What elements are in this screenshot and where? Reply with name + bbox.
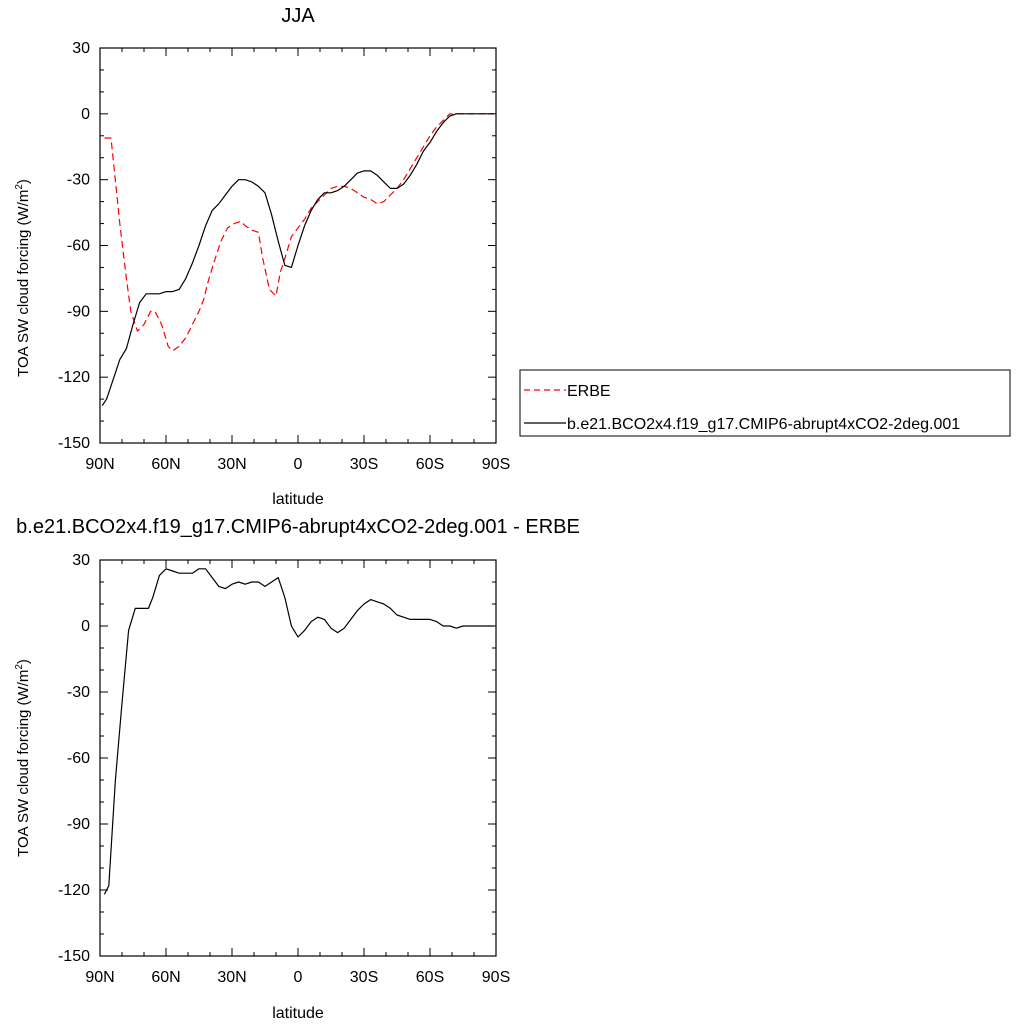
y-tick-label: -30 (67, 684, 90, 701)
series-line-model (101, 113, 494, 407)
panel-bottom-series (103, 568, 494, 895)
y-tick-label: -150 (58, 435, 90, 452)
y-tick-label: -60 (67, 238, 90, 255)
y-tick-label: 30 (72, 552, 90, 569)
panel-bottom-plot-frame (99, 559, 497, 957)
panel-bottom-title: b.e21.BCO2x4.f19_g17.CMIP6-abrupt4xCO2-2… (16, 516, 580, 538)
panel-top-y-axis-label: TOA SW cloud forcing (W/m2) (14, 179, 32, 377)
panel-top-plot-frame (99, 47, 497, 444)
panel-bottom-x-axis-label: latitude (272, 1005, 324, 1022)
panel-bottom-y-axis-label: TOA SW cloud forcing (W/m2) (14, 659, 32, 857)
y-tick-label: 0 (81, 106, 90, 123)
y-tick-label: -90 (67, 816, 90, 833)
series-line-difference (103, 568, 494, 895)
x-tick-label: 90S (482, 456, 510, 473)
x-tick-label: 60S (416, 969, 444, 986)
y-tick-label: -90 (67, 303, 90, 320)
panel-bottom: b.e21.BCO2x4.f19_g17.CMIP6-abrupt4xCO2-2… (14, 516, 580, 1022)
x-tick-label: 90N (85, 456, 114, 473)
series-line-erbe (104, 113, 494, 352)
panel-top-title: JJA (281, 5, 315, 27)
panel-top: JJA TOA SW cloud forcing (W/m2) latitude… (14, 5, 1011, 508)
x-tick-label: 60S (416, 456, 444, 473)
panel-top-series (101, 113, 494, 407)
x-tick-label: 90S (482, 969, 510, 986)
y-tick-label: -30 (67, 172, 90, 189)
panel-top-x-axis-label: latitude (272, 491, 324, 508)
legend-label-erbe: ERBE (567, 383, 611, 400)
x-tick-label: 90N (85, 969, 114, 986)
x-tick-label: 60N (151, 969, 180, 986)
x-tick-label: 60N (151, 456, 180, 473)
y-tick-label: -120 (58, 882, 90, 899)
y-tick-label: -120 (58, 369, 90, 386)
x-tick-label: 30N (217, 969, 246, 986)
x-tick-label: 30N (217, 456, 246, 473)
y-tick-label: 0 (81, 618, 90, 635)
panel-bottom-ticks: 30 0 -30 -60 -90 -120 -150 90N 60N 30N 0 30S 60S 90S (58, 552, 510, 986)
legend-box (519, 369, 1011, 437)
panel-top-ticks: 30 0 -30 -60 -90 -120 -150 90N 60N 30N 0 30S 60S 90S (58, 40, 510, 473)
legend-label-model: b.e21.BCO2x4.f19_g17.CMIP6-abrupt4xCO2-2… (567, 416, 960, 433)
x-tick-label: 0 (294, 456, 303, 473)
x-tick-label: 0 (294, 969, 303, 986)
x-tick-label: 30S (350, 969, 378, 986)
x-tick-label: 30S (350, 456, 378, 473)
y-tick-label: -150 (58, 948, 90, 965)
legend: ERBE b.e21.BCO2x4.f19_g17.CMIP6-abrupt4x… (519, 369, 1011, 437)
y-tick-label: -60 (67, 750, 90, 767)
y-tick-label: 30 (72, 40, 90, 57)
